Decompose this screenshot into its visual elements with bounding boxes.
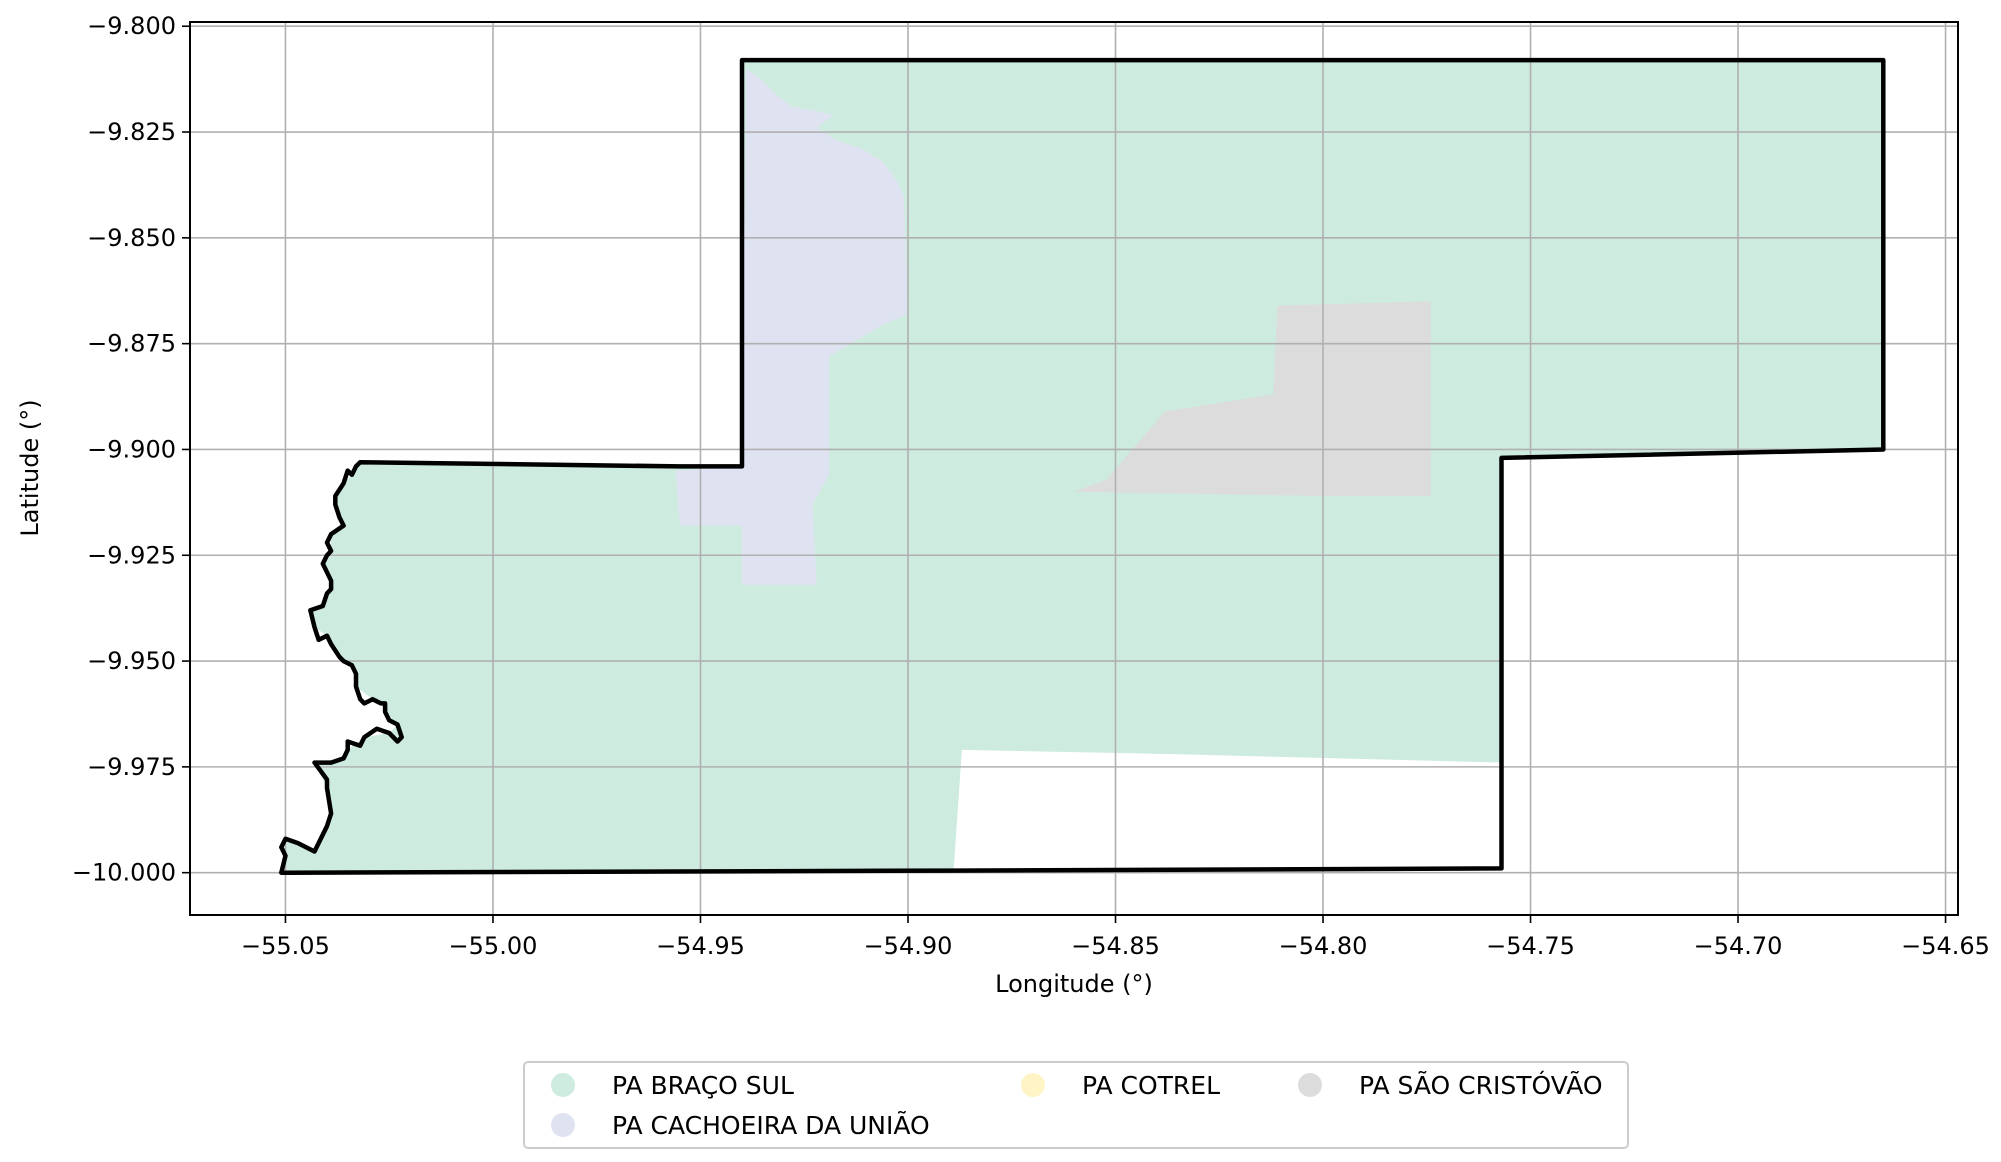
region-pa-braco-sul [285,60,1884,873]
legend-item-pa-braco-sul: PA BRAÇO SUL [551,1071,794,1100]
region-pa-sao-cristovao [1074,301,1431,496]
grid-layer [190,22,1958,915]
plot-area [189,21,1959,916]
legend-label: PA SÃO CRISTÓVÃO [1359,1070,1603,1100]
y-axis-ticks: −9.800 −9.825 −9.850 −9.875 −9.900 −9.925 −9.9… [72,12,190,887]
legend-label: PA CACHOEIRA DA UNIÃO [612,1110,930,1140]
legend-marker [1021,1073,1045,1097]
boundary-layer [279,57,1886,875]
legend-marker [551,1113,575,1137]
legend-label: PA BRAÇO SUL [612,1071,794,1100]
x-tick-label: −55.00 [449,932,538,960]
y-tick-label: −9.925 [87,541,176,569]
legend-frame [523,1061,1629,1149]
region-pa-cachoeira-da-uniao [675,68,908,585]
legend-marker [1298,1073,1322,1097]
x-axis-ticks: −55.05 −55.00 −54.95 −54.90 −54.85 −54.80 −54.… [241,915,1990,960]
legend-item-pa-sao-cristovao: PA SÃO CRISTÓVÃO [1298,1070,1603,1100]
x-tick-label: −54.85 [1071,932,1160,960]
boundary-outline [279,57,1886,875]
regions-layer [285,60,1884,873]
x-tick-label: −54.75 [1486,932,1575,960]
plot-frame [189,21,1959,916]
y-tick-label: −9.900 [87,435,176,463]
y-tick-label: −9.950 [87,647,176,675]
legend: PA BRAÇO SUL PA CACHOEIRA DA UNIÃO PA COTR… [523,1061,1629,1149]
y-axis-label: Latitude (°) [16,399,44,536]
x-tick-label: −55.05 [241,932,330,960]
legend-marker [551,1073,575,1097]
x-tick-label: −54.90 [864,932,953,960]
y-tick-label: −10.000 [72,859,176,887]
x-tick-label: −54.65 [1901,932,1990,960]
legend-item-pa-cachoeira-da-uniao: PA CACHOEIRA DA UNIÃO [551,1110,930,1140]
x-tick-label: −54.80 [1279,932,1368,960]
legend-item-pa-cotrel: PA COTREL [1021,1071,1220,1100]
x-tick-label: −54.95 [656,932,745,960]
x-tick-label: −54.70 [1694,932,1783,960]
y-tick-label: −9.825 [87,118,176,146]
y-tick-label: −9.975 [87,753,176,781]
y-tick-label: −9.800 [87,12,176,40]
y-tick-label: −9.850 [87,224,176,252]
x-axis-label: Longitude (°) [995,970,1153,998]
y-tick-label: −9.875 [87,330,176,358]
legend-label: PA COTREL [1082,1071,1220,1100]
